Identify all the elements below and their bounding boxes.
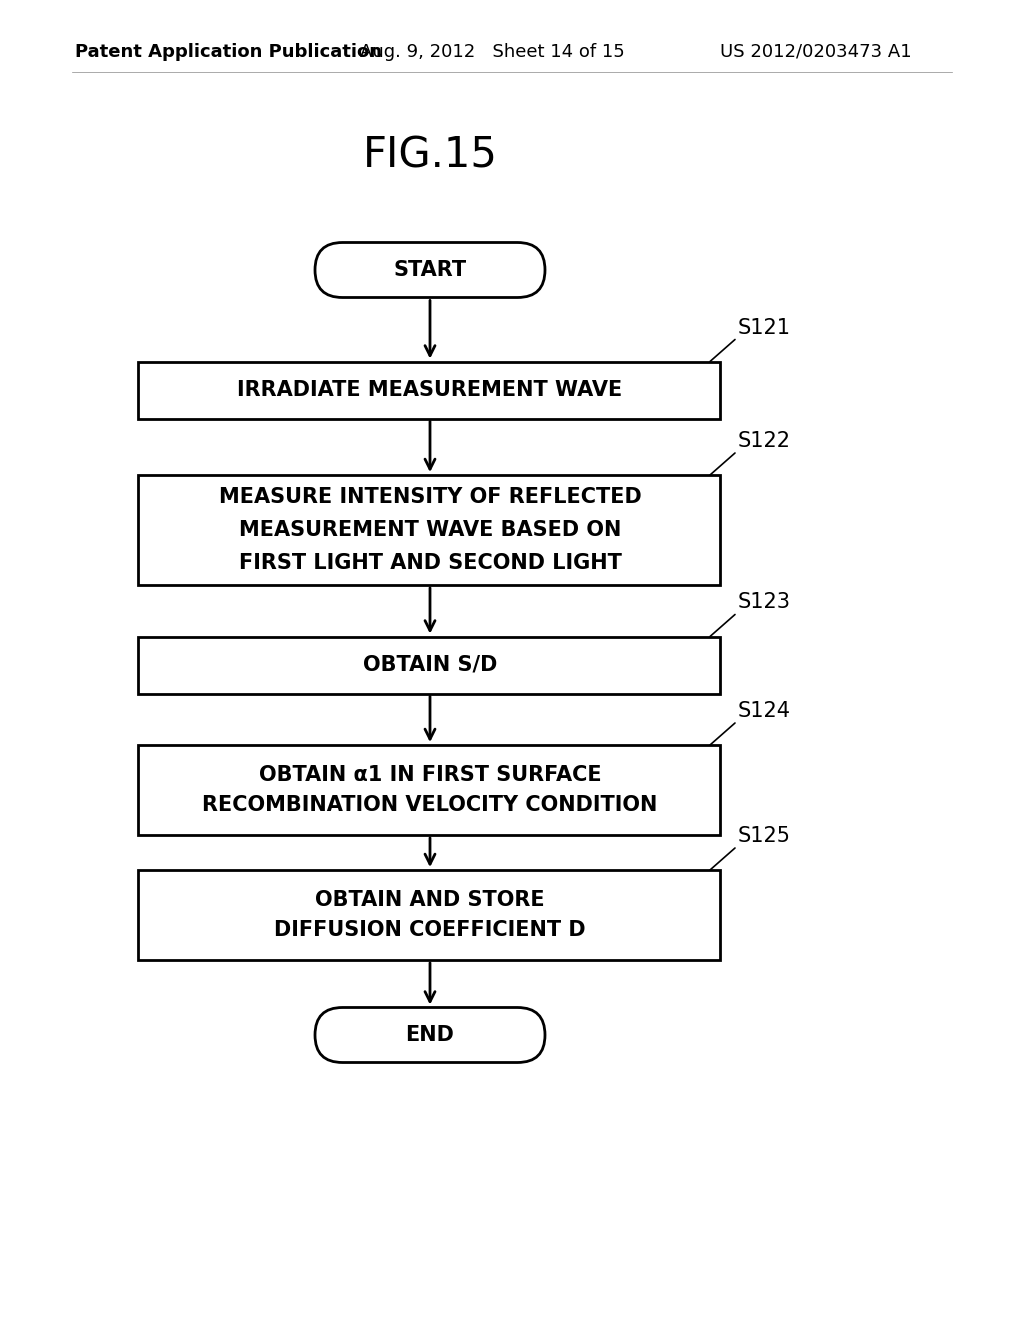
Text: MEASUREMENT WAVE BASED ON: MEASUREMENT WAVE BASED ON xyxy=(239,520,622,540)
Text: OBTAIN α1 IN FIRST SURFACE: OBTAIN α1 IN FIRST SURFACE xyxy=(259,766,601,785)
Bar xyxy=(138,636,720,693)
Text: US 2012/0203473 A1: US 2012/0203473 A1 xyxy=(720,44,911,61)
Text: S125: S125 xyxy=(738,826,791,846)
FancyBboxPatch shape xyxy=(315,243,545,297)
Text: S124: S124 xyxy=(738,701,791,721)
Text: END: END xyxy=(406,1026,455,1045)
Bar xyxy=(138,870,720,960)
Text: Patent Application Publication: Patent Application Publication xyxy=(75,44,382,61)
Text: S123: S123 xyxy=(738,593,791,612)
Text: OBTAIN AND STORE: OBTAIN AND STORE xyxy=(315,890,545,909)
Text: IRRADIATE MEASUREMENT WAVE: IRRADIATE MEASUREMENT WAVE xyxy=(238,380,623,400)
Bar xyxy=(138,744,720,836)
Text: Aug. 9, 2012   Sheet 14 of 15: Aug. 9, 2012 Sheet 14 of 15 xyxy=(360,44,625,61)
Text: FIRST LIGHT AND SECOND LIGHT: FIRST LIGHT AND SECOND LIGHT xyxy=(239,553,622,573)
Text: S121: S121 xyxy=(738,318,791,338)
Text: FIG.15: FIG.15 xyxy=(362,135,498,176)
FancyBboxPatch shape xyxy=(315,1007,545,1063)
Text: MEASURE INTENSITY OF REFLECTED: MEASURE INTENSITY OF REFLECTED xyxy=(219,487,641,507)
Text: DIFFUSION COEFFICIENT D: DIFFUSION COEFFICIENT D xyxy=(274,920,586,940)
Text: RECOMBINATION VELOCITY CONDITION: RECOMBINATION VELOCITY CONDITION xyxy=(203,795,657,814)
Bar xyxy=(138,475,720,585)
Text: START: START xyxy=(393,260,467,280)
Text: S122: S122 xyxy=(738,432,791,451)
Bar xyxy=(138,362,720,418)
Text: OBTAIN S/D: OBTAIN S/D xyxy=(362,655,498,675)
